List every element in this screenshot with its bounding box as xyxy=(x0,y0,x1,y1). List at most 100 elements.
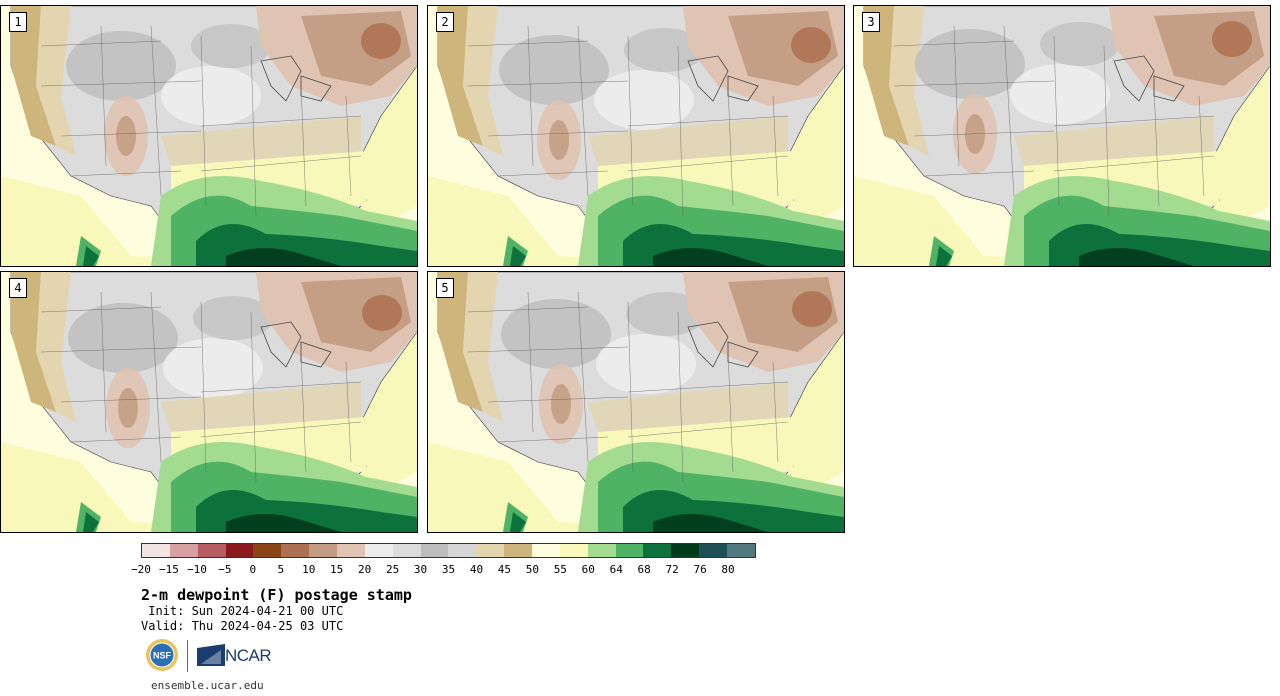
dewpoint-region xyxy=(463,272,503,422)
state-boundary xyxy=(100,291,107,433)
dewpoint-region xyxy=(915,29,1025,99)
state-boundary xyxy=(1003,25,1015,197)
dewpoint-region xyxy=(510,246,526,266)
postage-stamp-panel-2: 2 xyxy=(427,5,845,267)
dewpoint-region xyxy=(362,295,402,331)
great-lakes-outline xyxy=(687,55,729,102)
state-boundary xyxy=(627,155,789,172)
postage-stamp-panel-1: 1 xyxy=(0,5,418,267)
colorbar-swatch xyxy=(587,544,616,557)
great-lakes-outline xyxy=(687,321,729,368)
state-boundary xyxy=(727,85,734,207)
dewpoint-region xyxy=(588,116,788,166)
dewpoint-region xyxy=(653,513,768,532)
dewpoint-region xyxy=(1040,22,1120,66)
panel-number-label: 5 xyxy=(436,278,454,298)
state-boundary xyxy=(200,35,207,207)
dewpoint-region xyxy=(361,23,401,59)
dewpoint-region xyxy=(501,299,611,369)
great-lakes-outline xyxy=(260,321,302,368)
dewpoint-region xyxy=(588,382,788,432)
dewpoint-region xyxy=(161,382,361,432)
state-boundary xyxy=(467,306,589,313)
colorbar-swatch xyxy=(169,544,198,557)
dewpoint-region xyxy=(936,246,952,266)
init-time: Init: Sun 2024-04-21 00 UTC xyxy=(141,604,344,618)
state-boundary xyxy=(100,25,107,167)
dewpoint-map-5 xyxy=(428,272,844,532)
dewpoint-region xyxy=(83,512,99,532)
state-boundary xyxy=(467,80,629,87)
dewpoint-region xyxy=(1079,247,1194,266)
colorbar-tick: −15 xyxy=(159,563,179,576)
panel-number-label: 4 xyxy=(9,278,27,298)
dewpoint-map-3 xyxy=(854,6,1270,266)
dewpoint-region xyxy=(226,513,341,532)
postage-stamp-panel-3: 3 xyxy=(853,5,1271,267)
state-boundary xyxy=(200,115,362,127)
dewpoint-region xyxy=(36,272,76,422)
colorbar-swatch xyxy=(225,544,254,557)
colorbar-tick: 20 xyxy=(358,563,372,576)
colorbar-swatch xyxy=(337,544,365,557)
colorbar-swatch xyxy=(448,544,477,557)
state-boundary xyxy=(497,436,609,443)
colorbar-tick: 76 xyxy=(693,563,707,576)
logo-divider xyxy=(187,640,188,672)
postage-stamp-panel-5: 5 xyxy=(427,271,845,533)
state-boundary xyxy=(677,45,684,217)
colorbar-swatch xyxy=(281,544,310,557)
dewpoint-region xyxy=(11,6,56,146)
state-boundary xyxy=(300,85,307,207)
colorbar-swatch xyxy=(504,544,533,557)
colorbar-swatch xyxy=(476,544,505,557)
dewpoint-region xyxy=(624,28,704,72)
state-boundary xyxy=(893,40,1015,47)
state-boundary xyxy=(150,25,162,197)
state-boundary xyxy=(200,421,362,438)
colorbar-swatch xyxy=(699,544,728,557)
dewpoint-region xyxy=(594,70,694,130)
colorbar-swatch xyxy=(142,544,170,557)
state-boundary xyxy=(345,361,352,463)
state-boundary xyxy=(577,25,589,197)
state-boundary xyxy=(577,291,589,463)
state-boundary xyxy=(40,346,202,353)
state-boundary xyxy=(487,130,629,137)
ocean-area xyxy=(854,176,1270,266)
colorbar-swatch xyxy=(671,544,700,557)
dewpoint-region xyxy=(66,31,176,101)
colorbar-swatch xyxy=(420,544,449,557)
dewpoint-map-1 xyxy=(1,6,417,266)
dewpoint-region xyxy=(463,6,503,156)
ocean-area xyxy=(428,176,844,266)
colorbar-tick: 0 xyxy=(249,563,257,576)
colorbar-swatch xyxy=(253,544,282,557)
dewpoint-region xyxy=(889,6,929,156)
state-boundary xyxy=(727,351,734,473)
state-boundary xyxy=(250,311,257,483)
state-boundary xyxy=(467,346,629,353)
dewpoint-map-2 xyxy=(428,6,844,266)
dewpoint-region xyxy=(1212,21,1252,57)
state-boundary xyxy=(893,80,1055,87)
colorbar-tick: 25 xyxy=(385,563,400,576)
colorbar-swatch xyxy=(392,544,421,557)
great-lakes-outline xyxy=(260,55,302,102)
colorbar-tick: 30 xyxy=(413,563,428,576)
panel-number-label: 3 xyxy=(862,12,880,32)
state-boundary xyxy=(1153,85,1160,207)
state-boundary xyxy=(150,291,162,463)
dewpoint-region xyxy=(193,296,273,340)
state-boundary xyxy=(527,25,534,167)
dewpoint-region xyxy=(226,247,341,266)
state-boundary xyxy=(60,130,202,137)
dewpoint-region xyxy=(161,116,361,166)
colorbar-tick: 15 xyxy=(330,563,344,576)
dewpoint-region xyxy=(510,512,526,532)
state-boundary xyxy=(40,306,162,313)
state-boundary xyxy=(627,421,789,438)
dewpoint-region xyxy=(499,35,609,105)
dewpoint-region xyxy=(626,292,706,336)
colorbar-tick: −10 xyxy=(186,563,207,576)
